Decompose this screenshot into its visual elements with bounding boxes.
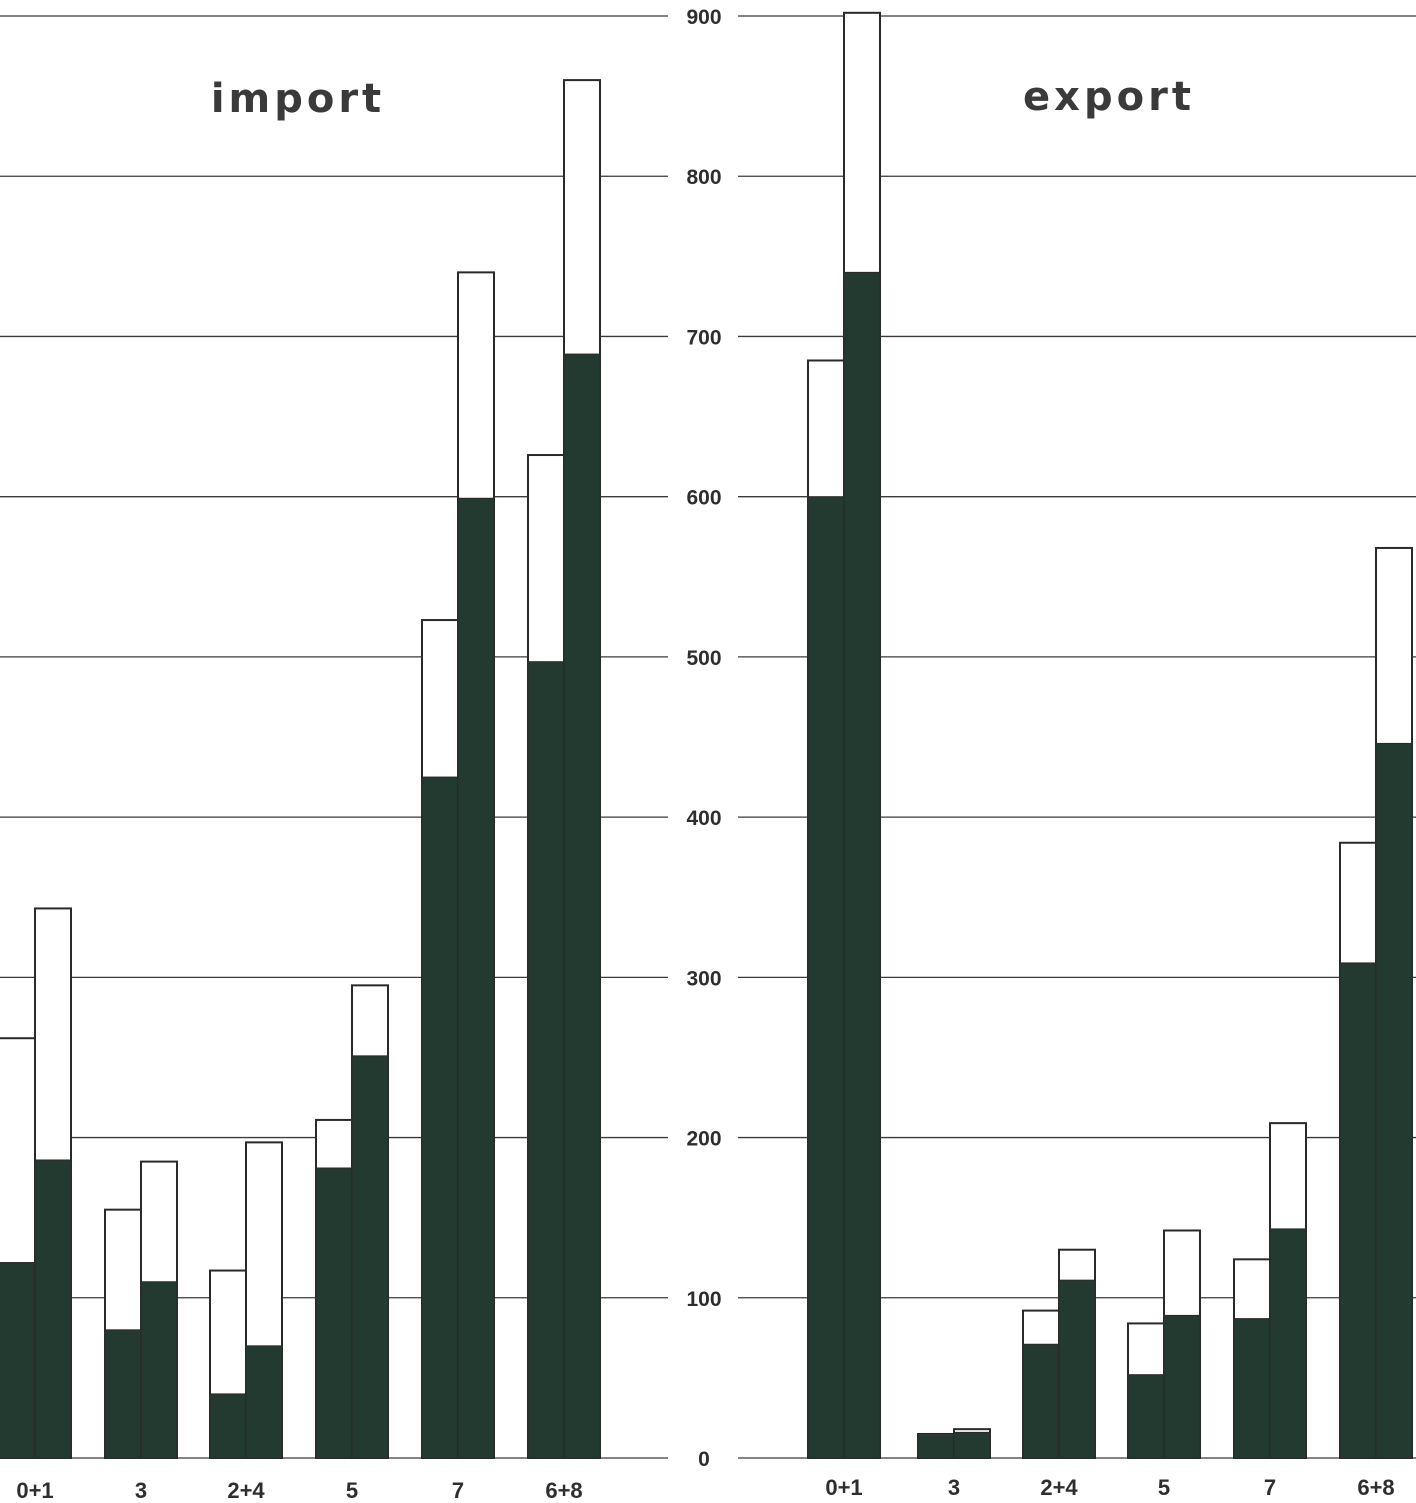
- category-label: 6+8: [545, 1478, 582, 1503]
- bar-filled-import-3-2: [140, 1281, 178, 1459]
- y-tick-label: 800: [686, 166, 721, 189]
- category-label: 2+4: [1040, 1475, 1078, 1500]
- category-label: 5: [346, 1478, 358, 1503]
- gridlines: [0, 15, 1416, 1459]
- bar-filled-import-0+1-2: [34, 1159, 72, 1459]
- bar-filled-import-5-2: [351, 1055, 389, 1459]
- category-label: 0+1: [16, 1478, 53, 1503]
- category-label: 2+4: [227, 1478, 265, 1503]
- category-label: 0+1: [825, 1475, 862, 1500]
- bar-filled-import-2+4-2: [245, 1345, 283, 1459]
- chart-title-export: export: [1023, 74, 1195, 120]
- y-tick-label: 300: [686, 967, 721, 990]
- bars: [0, 11, 1413, 1460]
- category-label: 7: [452, 1478, 464, 1503]
- bar-filled-export-5-2: [1163, 1314, 1201, 1459]
- bar-filled-export-6+8-2: [1375, 742, 1413, 1459]
- bar-filled-export-5-1: [1127, 1374, 1165, 1459]
- y-tick-label: 200: [686, 1128, 721, 1151]
- bar-filled-export-7-1: [1233, 1318, 1271, 1459]
- bar-filled-export-0+1-2: [843, 271, 881, 1459]
- y-tick-label: 0: [698, 1448, 710, 1471]
- bar-filled-export-2+4-1: [1022, 1343, 1060, 1459]
- y-tick-label: 900: [686, 6, 721, 29]
- bar-filled-import-6+8-1: [527, 661, 565, 1459]
- category-label: 7: [1264, 1475, 1276, 1500]
- y-tick-label: 100: [686, 1288, 721, 1311]
- category-label: 3: [948, 1475, 960, 1500]
- chart-title-import: import: [211, 76, 385, 122]
- bar-filled-import-5-1: [315, 1167, 353, 1459]
- y-tick-label: 700: [686, 326, 721, 349]
- bar-filled-import-6+8-2: [563, 353, 601, 1459]
- bar-filled-export-7-2: [1269, 1228, 1307, 1459]
- category-label: 3: [135, 1478, 147, 1503]
- bar-filled-import-7-1: [421, 776, 459, 1459]
- bar-filled-import-7-2: [457, 497, 495, 1459]
- bar-filled-import-3-1: [104, 1329, 142, 1459]
- bar-filled-export-6+8-1: [1339, 962, 1377, 1459]
- labels: import 0+1 3 2+4 5 7 6+8 0 100 200 300 400 500 600 700…: [16, 6, 1394, 1503]
- y-tick-label: 600: [686, 487, 721, 510]
- bar-filled-import-2+4-1: [209, 1393, 247, 1459]
- y-tick-label: 400: [686, 807, 721, 830]
- bar-filled-import-0+1-1: [0, 1262, 36, 1459]
- bar-filled-export-3-1: [917, 1435, 955, 1459]
- category-label: 6+8: [1357, 1475, 1394, 1500]
- bar-filled-export-3-2: [953, 1431, 991, 1459]
- bar-filled-export-0+1-1: [807, 496, 845, 1459]
- category-label: 5: [1158, 1475, 1170, 1500]
- bar-filled-export-2+4-2: [1058, 1279, 1096, 1459]
- y-tick-label: 500: [686, 647, 721, 670]
